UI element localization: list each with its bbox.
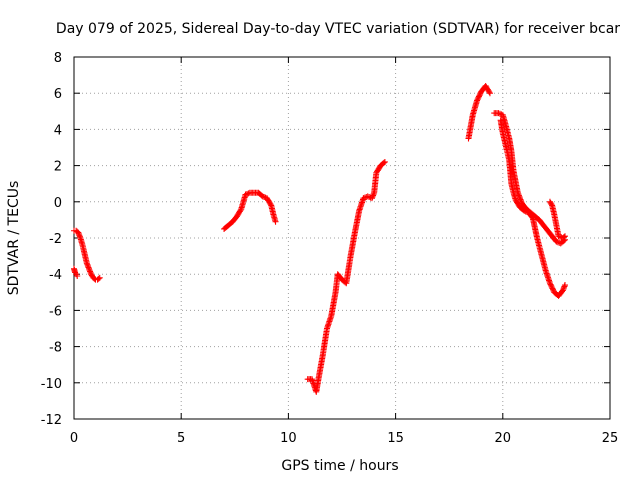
y-tick-label: 2: [54, 160, 62, 175]
data-point: [261, 193, 268, 200]
data-point: [550, 286, 557, 293]
data-point: [381, 158, 388, 165]
x-axis-label: GPS time / hours: [281, 458, 398, 474]
data-point: [496, 110, 503, 117]
x-tick-label: 20: [495, 431, 512, 446]
y-tick-label: -2: [49, 232, 62, 247]
data-point: [237, 207, 244, 214]
data-point: [474, 97, 481, 104]
data-point: [96, 274, 103, 281]
data-point: [243, 190, 250, 197]
y-tick-label: -10: [41, 377, 62, 392]
data-point: [486, 90, 493, 97]
data-point: [95, 275, 102, 282]
y-tick-label: -8: [49, 341, 62, 356]
data-point: [495, 110, 502, 117]
data-point: [521, 207, 528, 214]
data-point: [474, 96, 481, 103]
data-point: [548, 284, 555, 291]
data-point: [548, 201, 555, 208]
x-tick-label: 25: [602, 431, 619, 446]
data-point: [361, 194, 368, 201]
data-point: [267, 201, 274, 208]
y-tick-label: 0: [54, 196, 62, 211]
data-point: [475, 94, 482, 101]
y-tick-label: -4: [49, 268, 62, 283]
data-point: [486, 88, 493, 95]
data-point: [242, 191, 249, 198]
data-point: [549, 285, 556, 292]
data-point: [272, 218, 279, 225]
data-point: [259, 193, 266, 200]
x-tick-label: 15: [387, 431, 404, 446]
data-point: [548, 282, 555, 289]
chart-title: Day 079 of 2025, Sidereal Day-to-day VTE…: [56, 21, 620, 37]
data-marks: [71, 82, 568, 395]
axis-ticks: 0 5 10 15 20 25 -12 -10 -8 -6 -4 -2 0 2 4 6 8: [41, 51, 619, 446]
data-point: [74, 273, 81, 280]
data-point: [555, 233, 562, 240]
data-point: [560, 234, 567, 241]
y-axis-label: SDTVAR / TECUs: [6, 181, 22, 296]
y-tick-label: -6: [49, 304, 62, 319]
y-tick-label: 8: [54, 51, 62, 66]
data-point: [553, 238, 560, 245]
data-point: [561, 282, 568, 289]
data-point: [475, 93, 482, 100]
data-point: [360, 195, 367, 202]
y-tick-label: -12: [41, 413, 62, 428]
data-point: [522, 208, 529, 215]
data-point: [476, 92, 483, 99]
x-tick-label: 0: [70, 431, 78, 446]
data-point: [547, 281, 554, 288]
x-tick-label: 10: [280, 431, 297, 446]
data-point: [245, 190, 252, 197]
y-tick-label: 6: [54, 87, 62, 102]
data-point: [380, 159, 387, 166]
data-point: [477, 90, 484, 97]
data-point: [546, 280, 553, 287]
data-point: [561, 233, 568, 240]
y-tick-label: 4: [54, 123, 62, 138]
x-tick-label: 5: [177, 431, 185, 446]
